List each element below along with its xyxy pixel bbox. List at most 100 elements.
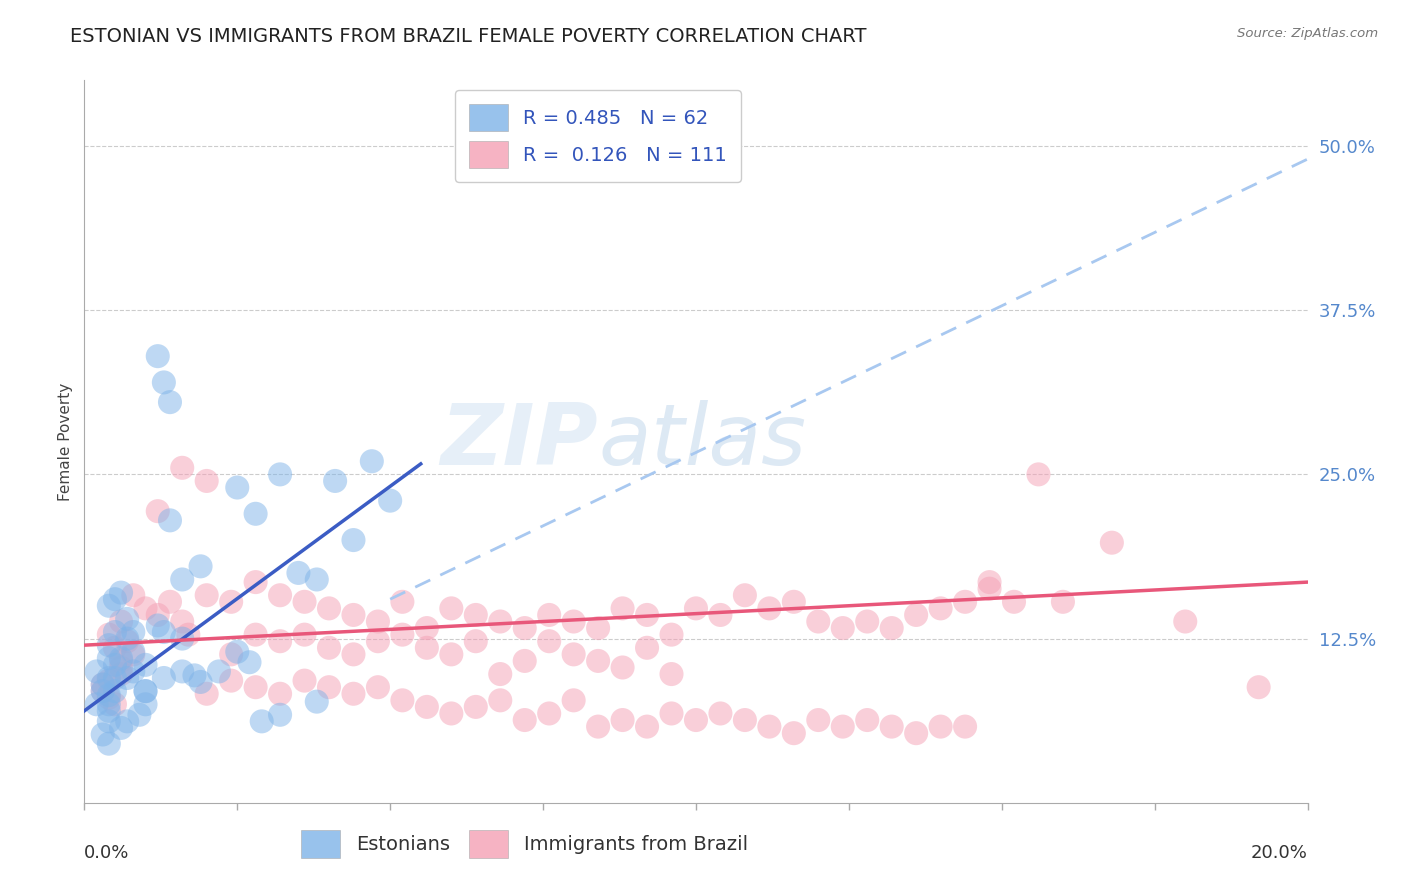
Point bbox=[1052, 595, 1074, 609]
Point bbox=[219, 673, 242, 688]
Point bbox=[734, 713, 756, 727]
Point bbox=[416, 699, 439, 714]
Point bbox=[783, 726, 806, 740]
Point bbox=[953, 595, 976, 609]
Point bbox=[953, 720, 976, 734]
Point bbox=[612, 601, 634, 615]
Point bbox=[122, 625, 145, 640]
Point bbox=[146, 618, 169, 632]
Point bbox=[391, 693, 413, 707]
Point bbox=[513, 713, 536, 727]
Point bbox=[489, 667, 512, 681]
Point bbox=[91, 684, 114, 698]
Point bbox=[758, 720, 780, 734]
Point bbox=[612, 713, 634, 727]
Point bbox=[685, 601, 707, 615]
Point bbox=[245, 627, 267, 641]
Point bbox=[831, 720, 853, 734]
Point bbox=[146, 349, 169, 363]
Point bbox=[538, 607, 561, 622]
Point bbox=[159, 395, 181, 409]
Point bbox=[97, 688, 120, 702]
Point bbox=[190, 559, 212, 574]
Point bbox=[586, 654, 609, 668]
Point bbox=[104, 698, 127, 712]
Point bbox=[538, 634, 561, 648]
Point bbox=[464, 634, 486, 648]
Point bbox=[305, 573, 328, 587]
Point bbox=[153, 376, 176, 390]
Point bbox=[238, 655, 260, 669]
Point bbox=[110, 654, 132, 668]
Point bbox=[208, 665, 231, 679]
Point bbox=[758, 601, 780, 615]
Point bbox=[318, 601, 340, 615]
Point bbox=[104, 592, 127, 607]
Point bbox=[183, 668, 205, 682]
Point bbox=[115, 612, 138, 626]
Point bbox=[856, 615, 879, 629]
Point bbox=[1028, 467, 1050, 482]
Point bbox=[104, 657, 127, 672]
Point bbox=[905, 726, 928, 740]
Point bbox=[104, 640, 127, 655]
Point bbox=[979, 575, 1001, 590]
Point bbox=[97, 638, 120, 652]
Point bbox=[97, 671, 120, 685]
Point bbox=[880, 621, 903, 635]
Point bbox=[110, 667, 132, 681]
Point bbox=[269, 588, 291, 602]
Point bbox=[360, 454, 382, 468]
Point bbox=[380, 493, 402, 508]
Point bbox=[586, 720, 609, 734]
Point bbox=[153, 671, 176, 685]
Point bbox=[110, 585, 132, 599]
Point bbox=[831, 621, 853, 635]
Point bbox=[110, 651, 132, 665]
Point bbox=[342, 687, 364, 701]
Point bbox=[104, 671, 127, 685]
Point bbox=[807, 713, 830, 727]
Point bbox=[115, 632, 138, 646]
Point bbox=[323, 474, 346, 488]
Point bbox=[979, 582, 1001, 596]
Point bbox=[391, 627, 413, 641]
Point bbox=[110, 615, 132, 629]
Point bbox=[734, 588, 756, 602]
Point bbox=[905, 607, 928, 622]
Point bbox=[1101, 535, 1123, 549]
Point bbox=[159, 595, 181, 609]
Point bbox=[195, 474, 218, 488]
Point bbox=[172, 665, 194, 679]
Point bbox=[195, 687, 218, 701]
Point bbox=[318, 680, 340, 694]
Point bbox=[146, 607, 169, 622]
Point bbox=[104, 684, 127, 698]
Point bbox=[562, 615, 585, 629]
Point bbox=[122, 645, 145, 659]
Point bbox=[153, 625, 176, 640]
Point bbox=[91, 727, 114, 741]
Point bbox=[294, 595, 316, 609]
Point bbox=[172, 573, 194, 587]
Point bbox=[416, 621, 439, 635]
Point bbox=[115, 634, 138, 648]
Point bbox=[177, 627, 200, 641]
Point bbox=[709, 706, 731, 721]
Point bbox=[97, 651, 120, 665]
Text: 20.0%: 20.0% bbox=[1251, 845, 1308, 863]
Point bbox=[269, 707, 291, 722]
Point bbox=[97, 714, 120, 729]
Point bbox=[294, 627, 316, 641]
Point bbox=[104, 625, 127, 640]
Point bbox=[489, 615, 512, 629]
Point bbox=[783, 595, 806, 609]
Point bbox=[226, 481, 249, 495]
Point bbox=[97, 627, 120, 641]
Point bbox=[856, 713, 879, 727]
Point bbox=[245, 575, 267, 590]
Point bbox=[685, 713, 707, 727]
Point bbox=[305, 695, 328, 709]
Point bbox=[342, 607, 364, 622]
Point bbox=[159, 513, 181, 527]
